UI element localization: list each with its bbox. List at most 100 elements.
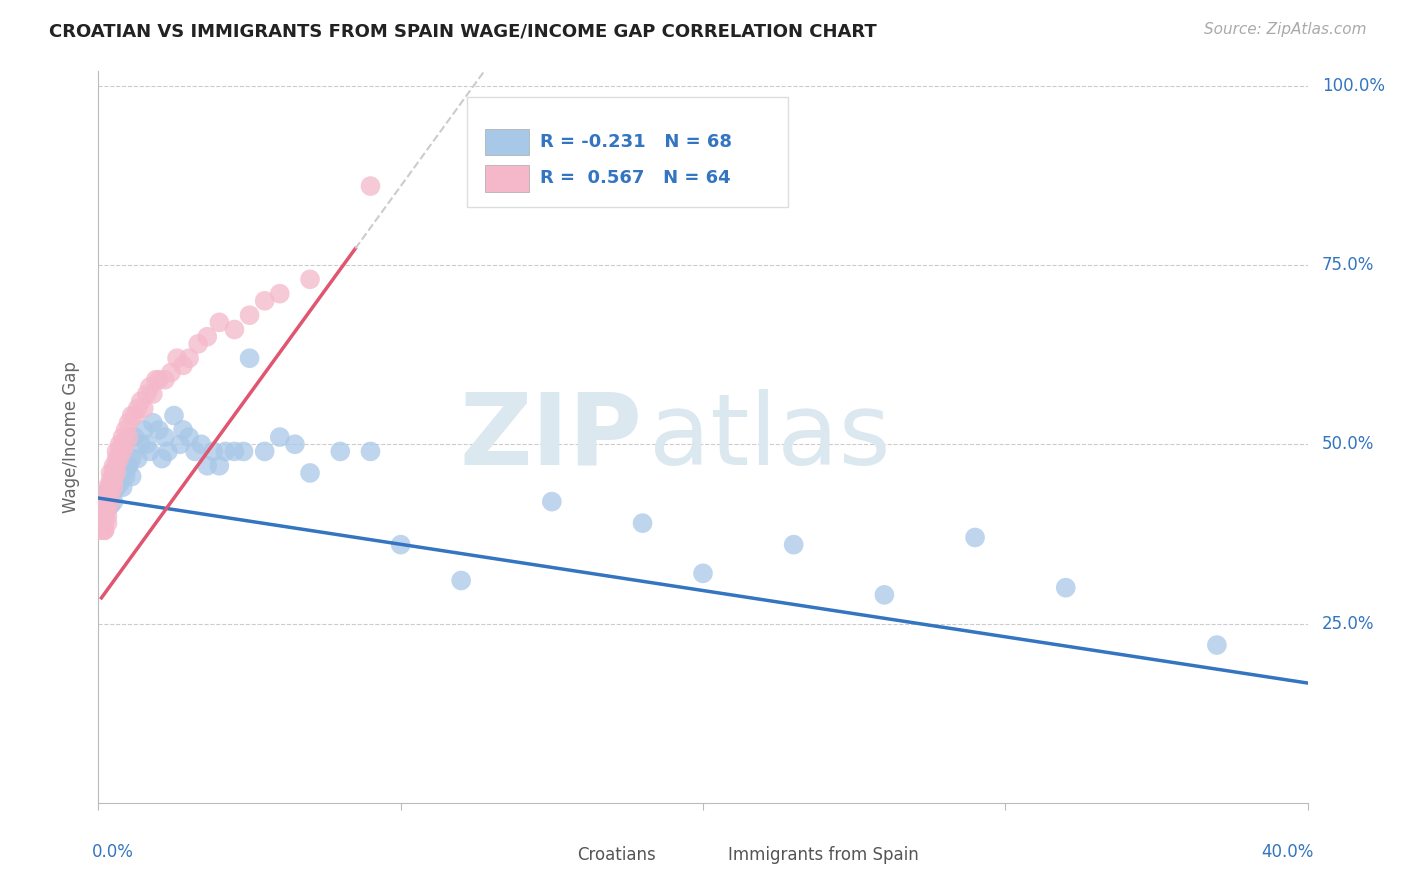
Point xyxy=(93,498,115,512)
Point xyxy=(100,494,122,508)
Point xyxy=(129,437,152,451)
Point xyxy=(90,494,112,508)
FancyBboxPatch shape xyxy=(543,845,576,865)
Point xyxy=(1206,638,1229,652)
Point xyxy=(127,451,149,466)
Point xyxy=(108,451,131,466)
Point xyxy=(93,501,115,516)
Text: 0.0%: 0.0% xyxy=(93,843,134,861)
Point xyxy=(160,366,183,380)
Point xyxy=(96,480,118,494)
Point xyxy=(208,458,231,473)
Text: R = -0.231   N = 68: R = -0.231 N = 68 xyxy=(540,133,731,152)
Point xyxy=(156,444,179,458)
Point xyxy=(148,373,170,387)
Point xyxy=(118,430,141,444)
Text: CROATIAN VS IMMIGRANTS FROM SPAIN WAGE/INCOME GAP CORRELATION CHART: CROATIAN VS IMMIGRANTS FROM SPAIN WAGE/I… xyxy=(49,22,877,40)
Point xyxy=(239,351,262,366)
Point xyxy=(90,508,112,523)
Point xyxy=(103,476,125,491)
Point xyxy=(111,430,134,444)
Point xyxy=(111,466,134,480)
Point xyxy=(93,524,115,538)
Point xyxy=(195,329,218,343)
Point xyxy=(105,480,128,494)
Point xyxy=(121,469,143,483)
Point xyxy=(100,491,122,505)
Point xyxy=(100,466,122,480)
Point xyxy=(184,444,207,458)
Point xyxy=(105,473,128,487)
Point xyxy=(124,430,146,444)
Point xyxy=(269,286,291,301)
Point xyxy=(132,423,155,437)
Point xyxy=(114,469,136,483)
Point xyxy=(100,480,122,494)
Text: 75.0%: 75.0% xyxy=(1322,256,1375,274)
Point xyxy=(114,423,136,437)
Point xyxy=(153,373,176,387)
Point xyxy=(118,416,141,430)
Point xyxy=(103,494,125,508)
Point xyxy=(135,387,157,401)
Point xyxy=(103,458,125,473)
Point xyxy=(139,444,162,458)
Point xyxy=(873,588,896,602)
Point xyxy=(90,516,112,530)
Point xyxy=(111,444,134,458)
Point xyxy=(100,487,122,501)
Point xyxy=(103,480,125,494)
Point xyxy=(96,498,118,512)
Point xyxy=(103,483,125,498)
Point xyxy=(190,437,212,451)
Point xyxy=(93,494,115,508)
Point xyxy=(96,487,118,501)
Point xyxy=(121,409,143,423)
Point xyxy=(103,473,125,487)
Point xyxy=(105,466,128,480)
Point xyxy=(195,458,218,473)
Point xyxy=(90,508,112,523)
Point xyxy=(202,444,225,458)
Point xyxy=(100,480,122,494)
Point xyxy=(145,373,167,387)
Point xyxy=(139,380,162,394)
Point xyxy=(329,444,352,458)
Point xyxy=(253,444,276,458)
Point xyxy=(299,272,322,286)
Point xyxy=(148,423,170,437)
Point xyxy=(232,444,254,458)
Point xyxy=(187,336,209,351)
Y-axis label: Wage/Income Gap: Wage/Income Gap xyxy=(62,361,80,513)
Point xyxy=(93,501,115,516)
Point xyxy=(93,516,115,530)
Text: ZIP: ZIP xyxy=(460,389,643,485)
Point xyxy=(100,498,122,512)
Text: 25.0%: 25.0% xyxy=(1322,615,1375,632)
Point xyxy=(172,423,194,437)
Point xyxy=(224,444,246,458)
Text: Source: ZipAtlas.com: Source: ZipAtlas.com xyxy=(1204,22,1367,37)
Text: 40.0%: 40.0% xyxy=(1261,843,1313,861)
Text: Croatians: Croatians xyxy=(578,846,657,863)
Point xyxy=(93,487,115,501)
Point xyxy=(96,508,118,523)
Point xyxy=(105,451,128,466)
Point xyxy=(105,458,128,473)
Point xyxy=(269,430,291,444)
Point xyxy=(163,409,186,423)
Point xyxy=(360,179,382,194)
Point xyxy=(389,538,412,552)
Point xyxy=(105,444,128,458)
Point xyxy=(114,462,136,476)
Point xyxy=(129,394,152,409)
Point xyxy=(150,451,173,466)
Point xyxy=(360,444,382,458)
Point xyxy=(100,487,122,501)
Point xyxy=(108,444,131,458)
Point xyxy=(450,574,472,588)
Point xyxy=(214,444,236,458)
Point xyxy=(118,458,141,473)
Point xyxy=(100,473,122,487)
Point xyxy=(93,508,115,523)
